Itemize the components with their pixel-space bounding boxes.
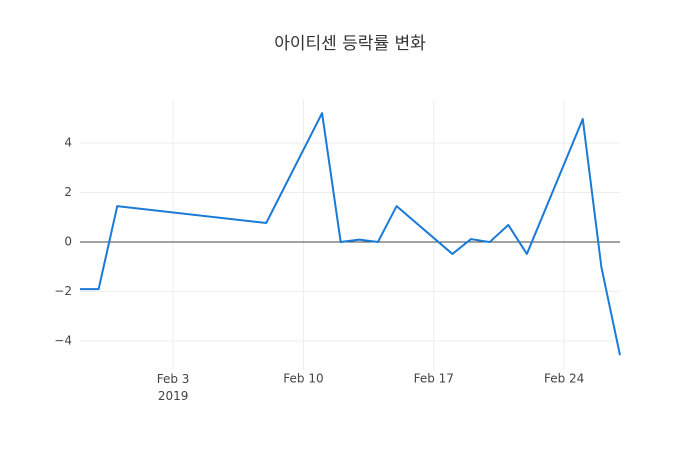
y-tick-label: −2	[54, 284, 72, 298]
y-tick-label: 4	[64, 136, 72, 150]
x-tick-label: Feb 3 2019	[157, 372, 190, 403]
line-series	[80, 112, 621, 356]
y-tick-label: 0	[64, 235, 72, 249]
x-tick-label: Feb 17	[414, 372, 454, 386]
chart-title: 아이티센 등락률 변화	[274, 34, 426, 54]
x-tick-label: Feb 10	[283, 372, 323, 386]
y-tick-label: −4	[54, 334, 72, 348]
x-tick-label: Feb 24	[544, 372, 584, 386]
y-tick-label: 2	[64, 185, 72, 199]
